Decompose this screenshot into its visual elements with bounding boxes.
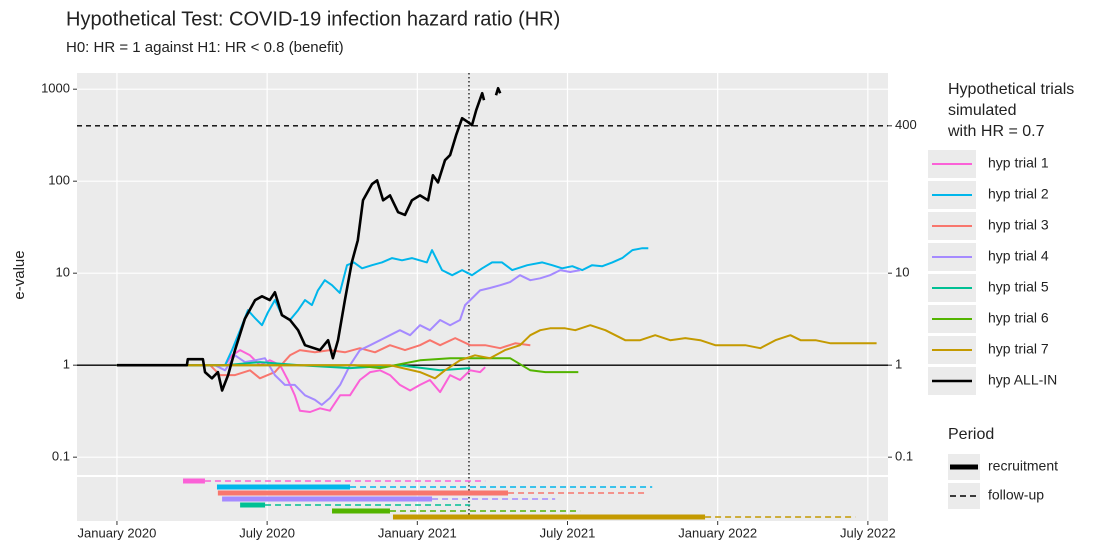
legend-title: simulated <box>948 102 1016 119</box>
plot-panel <box>77 73 888 475</box>
y2-tick-label: 400 <box>895 117 917 132</box>
legend-label: recruitment <box>988 458 1058 474</box>
legend-label: follow-up <box>988 487 1044 503</box>
legend-label: hyp trial 2 <box>988 186 1049 202</box>
legend-title: Hypothetical trials <box>948 81 1074 98</box>
y2-tick-label: 0.1 <box>895 449 913 464</box>
legend-title: Period <box>948 426 994 443</box>
series-line <box>116 337 531 380</box>
legend-label: hyp trial 3 <box>988 217 1049 233</box>
x-tick-label: July 2022 <box>840 525 896 540</box>
y-tick-label: 1 <box>63 357 70 372</box>
y-tick-label: 100 <box>48 173 70 188</box>
x-tick-label: January 2021 <box>378 525 457 540</box>
chart-subtitle: H0: HR = 1 against H1: HR < 0.8 (benefit… <box>66 39 344 56</box>
x-tick-label: July 2021 <box>540 525 596 540</box>
y-axis-label: e-value <box>11 250 28 299</box>
legend-title: with HR = 0.7 <box>947 123 1045 140</box>
x-tick-label: January 2020 <box>78 525 157 540</box>
x-tick-label: January 2022 <box>678 525 757 540</box>
legend-label: hyp trial 4 <box>988 248 1049 264</box>
series-line <box>116 86 502 392</box>
series-line <box>116 247 649 367</box>
y-tick-label: 1000 <box>41 81 70 96</box>
x-tick-label: July 2020 <box>239 525 295 540</box>
y2-tick-label: 10 <box>895 265 909 280</box>
y-tick-label: 0.1 <box>52 449 70 464</box>
series-line <box>116 324 877 380</box>
legend-label: hyp ALL-IN <box>988 372 1057 388</box>
legend-label: hyp trial 7 <box>988 341 1049 357</box>
chart-title: Hypothetical Test: COVID-19 infection ha… <box>66 8 560 30</box>
legend-label: hyp trial 5 <box>988 279 1049 295</box>
y2-tick-label: 1 <box>895 357 902 372</box>
legend-label: hyp trial 1 <box>988 155 1049 171</box>
series-line <box>116 269 581 406</box>
y-tick-label: 10 <box>56 265 70 280</box>
legend-label: hyp trial 6 <box>988 310 1049 326</box>
series-line <box>116 349 486 413</box>
